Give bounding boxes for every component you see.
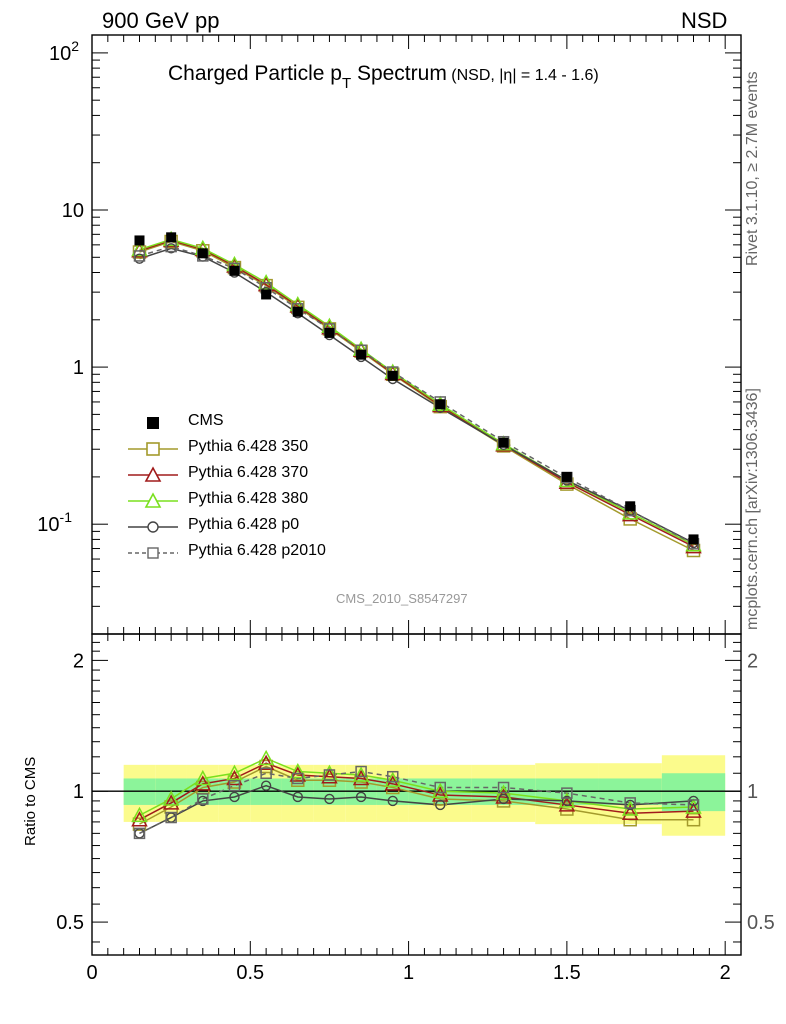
ratio-y-tick-label: 2 [73, 650, 84, 672]
ratio-line-2 [139, 757, 694, 817]
main-point-5 [261, 289, 272, 300]
ratio-point-1 [384, 775, 402, 791]
rivet-label: Rivet 3.1.10, ≥ 2.7M events [744, 71, 761, 266]
y-tick-label: 102 [49, 38, 79, 65]
ratio-y-tick-label: 0.5 [56, 912, 84, 934]
ratio-axis-label: Ratio to CMS [22, 756, 39, 846]
y-tick-label: 10 [62, 200, 84, 222]
main-point-5 [435, 399, 446, 410]
ratio-point-2 [131, 806, 148, 823]
legend-label: Pythia 6.428 370 [188, 464, 309, 481]
ratio-y-tick-label-right: 2 [747, 650, 758, 672]
ratio-point-4 [387, 770, 399, 783]
title-note: (NSD, |η| = 1.4 - 1.6) [451, 67, 599, 84]
ratio-y-tick-label-right: 1 [747, 781, 758, 803]
ratio-point-4 [165, 811, 177, 824]
ratio-point-1 [162, 794, 180, 810]
main-point-5 [688, 534, 699, 545]
ratio-point-1 [226, 769, 243, 786]
ratio-point-4 [323, 769, 336, 781]
ratio-point-4 [434, 781, 446, 794]
header-right: NSD [681, 8, 728, 33]
main-point-5 [561, 471, 572, 482]
main-point-5 [134, 235, 145, 246]
ratio-point-4 [228, 779, 241, 792]
legend-label: Pythia 6.428 350 [188, 438, 309, 455]
ratio-point-4 [355, 765, 367, 778]
title-main: Charged Particle p [168, 62, 342, 85]
analysis-id: CMS_2010_S8547297 [336, 591, 468, 606]
ratio-point-1 [257, 754, 275, 770]
ratio-point-1 [621, 804, 639, 820]
main-point-5 [292, 306, 303, 317]
ratio-point-1 [352, 769, 370, 786]
ratio-point-3 [292, 791, 303, 803]
ratio-point-3 [355, 791, 367, 803]
ratio-point-3 [229, 791, 240, 803]
ratio-point-4 [197, 793, 209, 805]
ratio-point-4 [260, 767, 272, 779]
ratio-point-2 [257, 749, 275, 766]
ratio-point-2 [289, 762, 307, 779]
source-label: mcplots.cern.ch [arXiv:1306.3436] [744, 388, 761, 630]
x-tick-label: 1.5 [553, 962, 581, 984]
ratio-point-2 [352, 766, 370, 782]
ratio-point-3 [561, 795, 573, 807]
main-point-5 [387, 370, 398, 381]
ratio-point-1 [289, 766, 307, 782]
ratio-point-2 [685, 798, 702, 814]
main-point-5 [498, 437, 509, 448]
legend-label: Pythia 6.428 p2010 [188, 542, 326, 559]
main-point-5 [197, 248, 208, 259]
ratio-point-4 [292, 772, 304, 785]
legend-label: Pythia 6.428 380 [188, 490, 309, 507]
ratio-point-2 [384, 771, 402, 787]
main-point-5 [625, 501, 636, 512]
ratio-point-2 [162, 790, 180, 806]
header-left: 900 GeV pp [102, 8, 220, 33]
main-point-2 [621, 504, 639, 520]
ratio-point-3 [498, 793, 509, 805]
main-point-5 [356, 349, 367, 360]
main-point-5 [229, 265, 240, 276]
main-point-4 [133, 250, 146, 262]
ratio-point-1 [131, 811, 148, 827]
ratio-point-3 [260, 780, 272, 791]
x-tick-label: 0.5 [236, 962, 264, 984]
x-tick-label: 1 [403, 962, 414, 984]
ratio-point-3 [387, 795, 398, 807]
ratio-point-4 [687, 799, 700, 811]
legend-label: CMS [188, 412, 224, 429]
ratio-point-4 [624, 797, 636, 809]
ratio-point-1 [194, 775, 212, 791]
main-point-2 [131, 240, 148, 257]
ratio-point-4 [133, 827, 146, 840]
title-rest: Spectrum [351, 62, 447, 85]
main-point-5 [166, 232, 177, 243]
ratio-point-4 [561, 787, 573, 799]
ratio-frame [91, 633, 742, 956]
x-tick-label: 2 [720, 962, 731, 984]
ratio-y-tick-label: 1 [73, 781, 84, 803]
y-tick-label: 1 [73, 357, 84, 379]
ratio-point-2 [226, 764, 243, 780]
y-tick-label: 10-1 [37, 509, 72, 536]
ratio-y-tick-label-right: 0.5 [747, 912, 775, 934]
ratio-point-2 [194, 769, 212, 786]
ratio-point-1 [321, 768, 338, 784]
main-point-5 [324, 327, 335, 338]
ratio-point-3 [435, 799, 446, 811]
chart-title: Charged Particle pT Spectrum (NSD, |η| =… [168, 62, 599, 92]
main-line-4 [139, 245, 694, 545]
ratio-point-2 [431, 782, 449, 798]
title-sub: T [341, 75, 352, 93]
ratio-point-3 [324, 793, 335, 805]
ratio-line-4 [139, 770, 694, 835]
ratio-point-2 [558, 792, 576, 808]
x-tick-label: 0 [86, 962, 97, 984]
ratio-point-4 [497, 781, 510, 794]
legend-label: Pythia 6.428 p0 [188, 516, 300, 533]
main-point-0 [132, 245, 147, 259]
